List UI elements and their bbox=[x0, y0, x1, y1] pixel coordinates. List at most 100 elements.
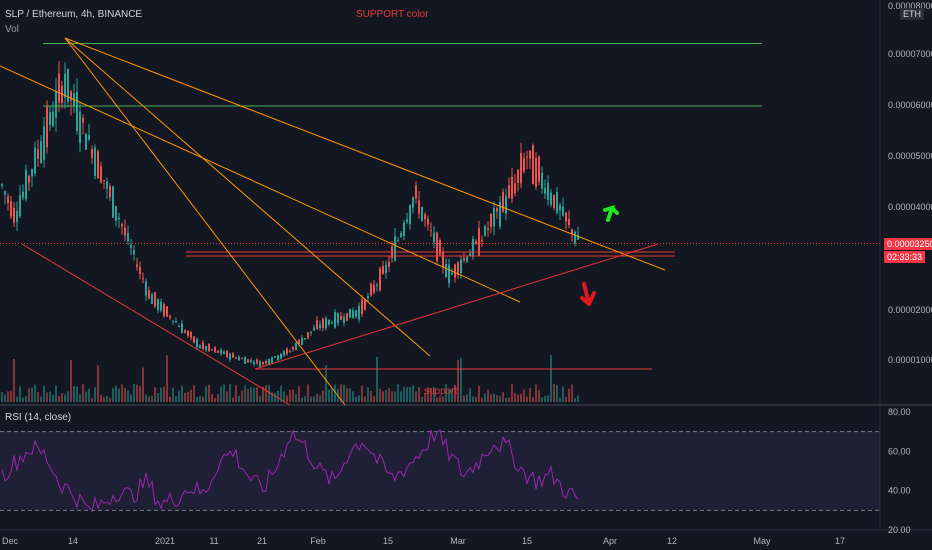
candle-body bbox=[172, 320, 174, 322]
candle-body bbox=[94, 147, 96, 176]
candle-body bbox=[565, 212, 567, 222]
candle-body bbox=[400, 233, 402, 237]
currency-badge[interactable]: ETH bbox=[900, 8, 924, 20]
candle-body bbox=[412, 197, 414, 208]
candle-body bbox=[238, 356, 240, 361]
volume-bar bbox=[400, 391, 402, 402]
volume-bar bbox=[358, 395, 360, 402]
volume-bar bbox=[7, 391, 9, 402]
volume-bar bbox=[457, 360, 459, 402]
candle-body bbox=[250, 360, 252, 362]
candle-body bbox=[133, 250, 135, 255]
support-annotation: support bbox=[424, 386, 458, 397]
candle-body bbox=[298, 339, 300, 344]
candle-body bbox=[556, 192, 558, 213]
volume-bar bbox=[31, 387, 33, 402]
volume-bar bbox=[184, 392, 186, 402]
candle-body bbox=[574, 231, 576, 244]
volume-bar bbox=[517, 394, 519, 402]
volume-bar bbox=[559, 397, 561, 402]
trendline-mid bbox=[64, 37, 431, 357]
volume-bar bbox=[52, 394, 54, 402]
candle-body bbox=[508, 185, 510, 198]
candle-body bbox=[85, 133, 87, 150]
volume-bar bbox=[202, 396, 204, 402]
volume-bar bbox=[55, 385, 57, 402]
candle-body bbox=[517, 170, 519, 183]
candle-body bbox=[538, 156, 540, 182]
candle-body bbox=[166, 306, 168, 317]
candle-body bbox=[286, 348, 288, 354]
volume-bar bbox=[535, 384, 537, 402]
candle-body bbox=[106, 181, 108, 189]
candle-body bbox=[322, 318, 324, 329]
volume-bar bbox=[88, 388, 90, 402]
candle-body bbox=[16, 210, 18, 222]
candle-body bbox=[142, 278, 144, 280]
volume-bar bbox=[118, 388, 120, 402]
volume-bar bbox=[361, 385, 363, 402]
volume-bar bbox=[526, 396, 528, 402]
candle-body bbox=[385, 264, 387, 274]
volume-bar bbox=[145, 394, 147, 402]
candle-body bbox=[103, 180, 105, 182]
volume-bar bbox=[76, 386, 78, 402]
time-tick-label: 14 bbox=[68, 536, 78, 546]
candle-body bbox=[34, 147, 36, 174]
volume-bar bbox=[328, 389, 330, 402]
volume-bar bbox=[442, 396, 444, 402]
volume-bar bbox=[223, 384, 225, 402]
candle-body bbox=[40, 141, 42, 163]
candle-body bbox=[535, 158, 537, 187]
candle-body bbox=[160, 301, 162, 311]
candle-body bbox=[175, 321, 177, 323]
candle-body bbox=[448, 264, 450, 283]
volume-bar bbox=[427, 387, 429, 402]
volume-bar bbox=[409, 386, 411, 402]
price-tick-label: 0.00007000 bbox=[888, 49, 932, 59]
volume-bar bbox=[322, 390, 324, 402]
candle-body bbox=[193, 336, 195, 343]
volume-bar bbox=[121, 384, 123, 402]
candle-body bbox=[112, 186, 114, 218]
volume-label: Vol bbox=[5, 24, 19, 35]
candle-body bbox=[307, 332, 309, 338]
volume-bar bbox=[208, 384, 210, 402]
candle-body bbox=[25, 169, 27, 200]
candle-body bbox=[523, 158, 525, 172]
candle-body bbox=[319, 324, 321, 329]
volume-bar bbox=[226, 391, 228, 402]
volume-bar bbox=[499, 395, 501, 402]
volume-bar bbox=[238, 395, 240, 402]
volume-bar bbox=[178, 390, 180, 402]
volume-bar bbox=[61, 393, 63, 402]
volume-bar bbox=[49, 391, 51, 402]
candle-body bbox=[481, 240, 483, 242]
candle-body bbox=[334, 312, 336, 328]
volume-bar bbox=[157, 393, 159, 402]
candle-body bbox=[469, 253, 471, 256]
candle-body bbox=[475, 241, 477, 244]
candle-body bbox=[277, 355, 279, 361]
volume-bar bbox=[352, 391, 354, 402]
volume-bar bbox=[97, 365, 99, 402]
candle-body bbox=[202, 342, 204, 350]
volume-bar bbox=[196, 397, 198, 402]
time-tick-label: 12 bbox=[667, 536, 677, 546]
volume-bar bbox=[79, 394, 81, 402]
candle-body bbox=[64, 73, 66, 98]
volume-bar bbox=[136, 384, 138, 402]
candle-body bbox=[79, 111, 81, 144]
symbol-title: SLP / Ethereum, 4h, BINANCE bbox=[5, 9, 143, 20]
volume-bar bbox=[313, 396, 315, 402]
volume-bar bbox=[109, 397, 111, 402]
volume-bar bbox=[433, 386, 435, 402]
candle-body bbox=[325, 318, 327, 329]
candle-body bbox=[55, 91, 57, 118]
time-tick-label: 21 bbox=[257, 536, 267, 546]
volume-bar bbox=[412, 385, 414, 402]
time-tick-label: 11 bbox=[209, 536, 218, 546]
trendline-rising-support bbox=[254, 243, 659, 370]
candle-body bbox=[436, 232, 438, 261]
